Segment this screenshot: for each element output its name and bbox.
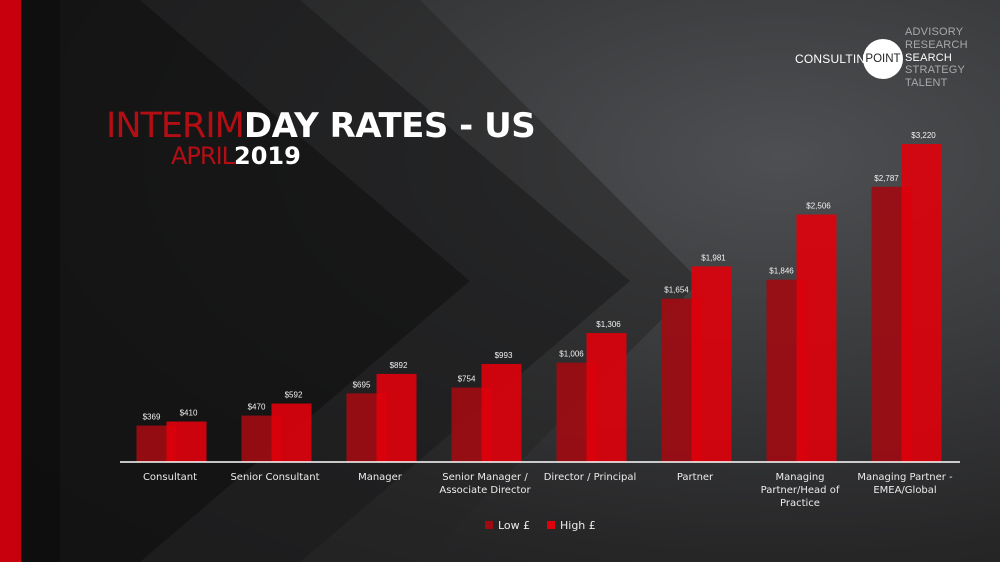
page-subtitle: APRIL2019 — [171, 141, 301, 171]
legend-swatch-low — [485, 521, 493, 529]
bar-high — [166, 421, 207, 462]
value-label-high: $993 — [495, 351, 513, 360]
legend-label-low: Low £ — [498, 519, 530, 532]
value-label-low: $754 — [458, 375, 476, 384]
value-label-high: $410 — [180, 409, 198, 418]
category-label: Senior Consultant — [230, 472, 319, 483]
value-label-high: $892 — [390, 361, 408, 370]
logo-services-list: ADVISORY RESEARCH SEARCH STRATEGY TALENT — [905, 26, 968, 90]
bar-high — [901, 144, 942, 462]
legend-swatch-high — [547, 521, 555, 529]
logo-service-item: TALENT — [905, 77, 948, 90]
consulting-point-logo: CONSULTING POINT ADVISORY RESEARCH SEARC… — [795, 26, 985, 96]
value-label-high: $2,506 — [806, 202, 831, 211]
value-label-low: $1,654 — [664, 286, 689, 295]
accent-bar — [0, 0, 21, 562]
bar-high — [376, 373, 417, 462]
value-label-high: $1,981 — [701, 253, 726, 262]
value-label-high: $1,306 — [596, 320, 621, 329]
logo-service-item-active: SEARCH — [905, 51, 953, 64]
logo-circle: POINT — [863, 39, 903, 79]
title-interim: INTERIM — [106, 106, 245, 146]
bar-high — [586, 333, 627, 462]
value-label-low: $470 — [248, 403, 266, 412]
logo-service-item: STRATEGY — [905, 64, 966, 77]
value-label-low: $1,006 — [559, 350, 584, 359]
logo-service-item: ADVISORY — [905, 26, 964, 38]
value-label-low: $1,846 — [769, 267, 794, 276]
title-day-rates: DAY RATES - US — [243, 106, 536, 146]
value-label-low: $369 — [143, 413, 161, 422]
value-label-high: $592 — [285, 391, 303, 400]
logo-service-item: RESEARCH — [905, 38, 968, 51]
bar-high — [481, 363, 522, 462]
legend-label-high: High £ — [560, 519, 596, 532]
category-label: Managing Partner/Head of Practice — [761, 472, 840, 509]
category-label: Consultant — [143, 472, 197, 483]
category-label: Director / Principal — [544, 472, 637, 483]
bar-high — [796, 214, 837, 462]
logo-wordmark: CONSULTING — [795, 52, 875, 66]
value-label-high: $3,220 — [911, 131, 936, 140]
bar-high — [271, 403, 312, 462]
category-label: Manager — [358, 472, 403, 483]
category-label: Senior Manager / Associate Director — [439, 472, 531, 496]
subtitle-month: APRIL — [171, 142, 235, 170]
subtitle-year: 2019 — [234, 142, 301, 170]
category-label: Managing Partner -EMEA/Global — [857, 472, 953, 496]
value-label-low: $2,787 — [874, 174, 899, 183]
page-title: INTERIMDAY RATES - US — [106, 106, 536, 146]
bar-high — [691, 266, 732, 462]
category-label: Partner — [677, 472, 714, 483]
value-label-low: $695 — [353, 380, 371, 389]
